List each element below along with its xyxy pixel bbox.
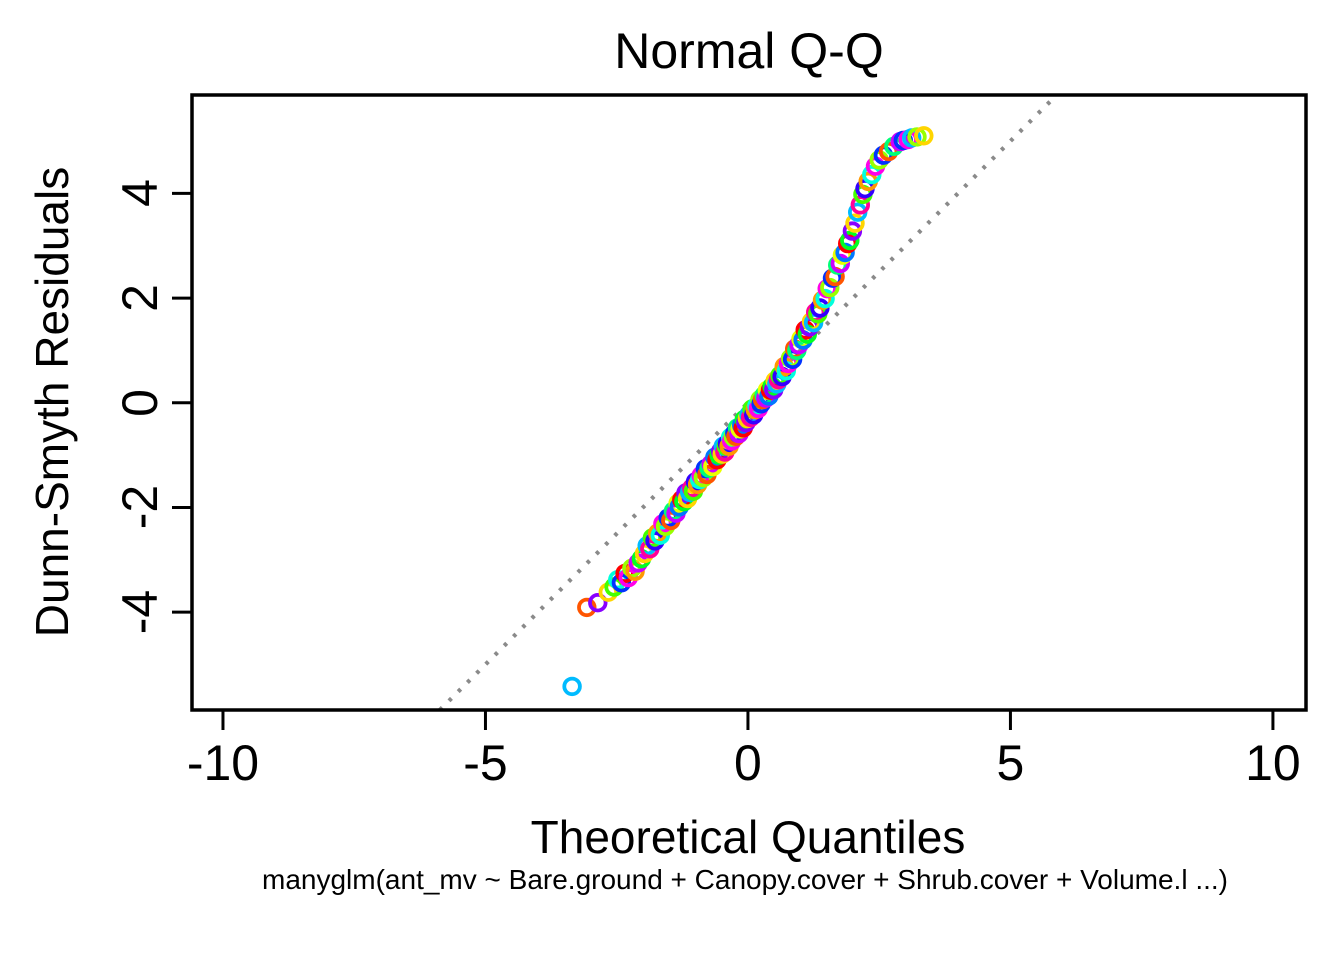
- plot-box-border: [190, 93, 1308, 712]
- qq-point: [588, 593, 608, 613]
- y-tick-label: -4: [112, 589, 168, 635]
- x-axis-label: Theoretical Quantiles: [530, 811, 966, 863]
- model-formula-subtitle: manyglm(ant_mv ~ Bare.ground + Canopy.co…: [262, 864, 1228, 895]
- qq-point: [840, 230, 860, 251]
- x-tick-label: 10: [1245, 735, 1301, 791]
- y-tick-label: 0: [112, 388, 168, 417]
- qq-point: [830, 253, 851, 274]
- qq-point: [878, 141, 899, 162]
- qq-point: [577, 597, 597, 618]
- qq-point: [914, 126, 934, 146]
- x-tick-label: -10: [186, 735, 260, 791]
- qq-point: [562, 676, 582, 697]
- qq-point: [815, 288, 835, 309]
- y-tick-label: 4: [112, 179, 168, 208]
- x-tick-label: 0: [734, 735, 762, 791]
- identity-reference-line: [438, 95, 1059, 710]
- x-tick-label: -5: [463, 735, 508, 791]
- qq-point: [845, 213, 865, 233]
- plot-title: Normal Q-Q: [614, 23, 884, 79]
- y-tick-label: -2: [112, 485, 168, 530]
- y-tick-label: 2: [112, 284, 168, 312]
- x-tick-label: 5: [996, 735, 1025, 791]
